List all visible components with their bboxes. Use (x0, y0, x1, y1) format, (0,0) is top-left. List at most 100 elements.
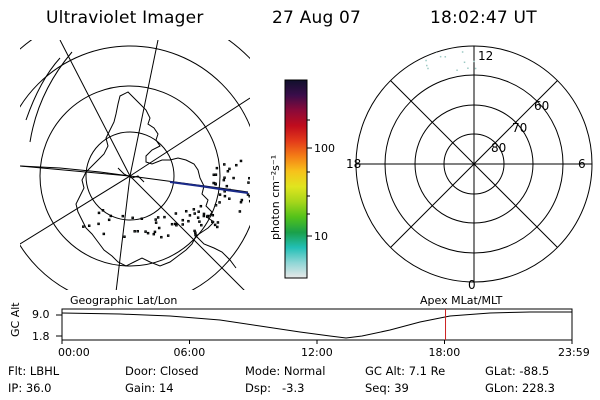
status-seq-value: 39 (394, 381, 409, 395)
polar-speckle (427, 67, 429, 70)
aurora-speckle (196, 216, 200, 219)
aurora-speckle (193, 212, 196, 215)
aurora-speckle (240, 198, 244, 202)
aurora-speckle (218, 201, 221, 204)
colorbar: 100 10 photon cm⁻²s⁻¹ (269, 79, 335, 279)
aurora-speckle (123, 235, 126, 238)
aurora-speckle (213, 223, 217, 227)
aurora-speckle (121, 214, 125, 218)
timeline-axis-title: GC Alt (9, 302, 22, 337)
aurora-speckle (192, 208, 196, 211)
polar-speckle (426, 64, 428, 67)
timeline-ytick-low: 1.8 (32, 330, 50, 343)
aurora-speckle (97, 211, 101, 215)
polar-speckle (439, 55, 442, 58)
polar-label-lat-70: 70 (512, 121, 527, 135)
aurora-speckle (226, 169, 230, 173)
aurora-speckle (174, 212, 178, 215)
aurora-speckle (154, 221, 158, 224)
aurora-speckle (87, 224, 91, 227)
aurora-speckle (202, 212, 206, 216)
aurora-speckle (248, 199, 250, 203)
aurora-speckle (246, 193, 250, 196)
aurora-speckle (82, 225, 85, 228)
outer-arc (29, 51, 73, 143)
aurora-speckle (107, 218, 111, 222)
colorbar-unit-label: photon cm⁻²s⁻¹ (269, 155, 282, 240)
polar-speckle (425, 59, 427, 62)
polar-speckles (425, 51, 477, 71)
aurora-speckle (97, 222, 100, 226)
outer-arc (25, 57, 61, 121)
colorbar-scale (284, 79, 308, 279)
status-dsp: Dsp: -3.3 (245, 381, 305, 395)
aurora-speckle (181, 223, 184, 226)
aurora-speckle (199, 204, 203, 208)
aurora-speckle (238, 210, 242, 213)
aurora-speckle (253, 177, 255, 179)
polar-speckle (473, 60, 475, 63)
aurora-speckle (200, 223, 203, 227)
status-gc-alt: GC Alt: 7.1 Re (365, 364, 446, 378)
colorbar-tick-10: 10 (314, 230, 328, 243)
aurora-speckle (202, 214, 206, 218)
timeline-x-tick-label: 23:59 (558, 346, 590, 359)
aurora-speckle (253, 170, 255, 172)
aurora-speckle (248, 194, 250, 198)
polar-label-lat-60: 60 (534, 99, 549, 113)
altitude-curve (61, 311, 572, 339)
status-glon-value: 228.3 (521, 381, 555, 395)
aurora-speckle (198, 220, 201, 223)
aurora-speckle (156, 216, 160, 219)
aurora-speckle (222, 178, 226, 182)
meridian-line (20, 175, 131, 245)
timeline-x-tick-label: 06:00 (174, 346, 206, 359)
status-door-value: Closed (159, 364, 199, 378)
lat-circle-70 (39, 85, 221, 267)
meridian-line (129, 175, 245, 290)
polar-speckle (426, 51, 428, 54)
meridian-line (129, 97, 250, 177)
timeline-ytick-high: 9.0 (32, 308, 50, 321)
status-gain: Gain: 14 (125, 381, 174, 395)
antarctica-coastline (75, 91, 215, 267)
polar-speckle (456, 69, 458, 71)
aurora-speckle (232, 176, 235, 180)
altitude-timeline: 00:00 06:00 12:00 18:00 23:59 GC Alt 9.0 1.8… (9, 294, 590, 359)
timeline-x-ticks: 00:00 06:00 12:00 18:00 23:59 (58, 340, 590, 359)
aurora-speckle (239, 159, 243, 163)
status-dsp-value: -3.3 (282, 381, 305, 395)
status-ip: IP: 36.0 (8, 381, 52, 395)
status-door: Door: Closed (125, 364, 199, 378)
aurora-speckle (193, 229, 196, 233)
polar-label-lat-80: 80 (491, 141, 506, 155)
satellite-track-projection (169, 181, 249, 194)
aurora-speckle (228, 197, 231, 200)
polar-diagonal-line (390, 80, 558, 248)
status-glon: GLon: 228.3 (485, 381, 555, 395)
meridian-line (115, 175, 131, 290)
colorbar-tick-100: 100 (314, 142, 335, 155)
aurora-speckle (181, 218, 185, 222)
aurora-speckle (160, 235, 163, 239)
instrument-title: Ultraviolet Imager (46, 8, 204, 28)
aurora-speckle (223, 163, 226, 166)
aurora-speckle (206, 214, 209, 218)
aurora-speckle (170, 222, 174, 226)
aurora-speckle (153, 230, 157, 234)
polar-label-midnight: 0 (468, 278, 476, 292)
aurora-speckle (166, 234, 170, 237)
timeline-x-tick-label: 00:00 (58, 346, 90, 359)
timeline-x-tick-label: 18:00 (429, 346, 461, 359)
polar-label-dawn: 6 (578, 157, 586, 171)
polar-speckle (461, 51, 464, 53)
meridian-line (59, 40, 131, 177)
aurora-speckle (225, 184, 229, 188)
aurora-speckle (216, 225, 219, 229)
aurora-speckle (235, 163, 238, 167)
aurora-speckle (187, 219, 190, 223)
meridian-line (20, 165, 131, 177)
polar-label-dusk: 18 (346, 157, 361, 171)
timeline-right-label: Apex MLat/MLT (420, 294, 503, 307)
status-gain-value: 14 (158, 381, 174, 395)
